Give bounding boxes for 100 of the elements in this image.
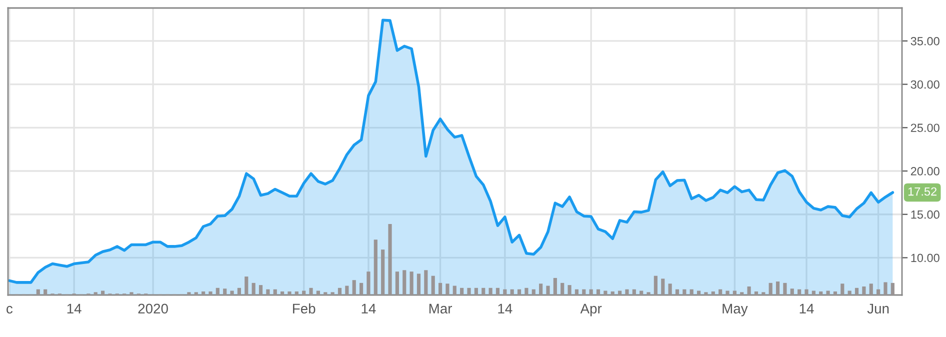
- bar: [553, 278, 557, 295]
- bar: [625, 289, 629, 295]
- bar: [539, 284, 543, 295]
- bar: [467, 288, 471, 295]
- x-tick-label: 2020: [138, 304, 168, 314]
- bar: [517, 289, 522, 295]
- bar: [740, 292, 744, 295]
- bar: [560, 282, 564, 295]
- bar: [610, 291, 614, 295]
- bar: [359, 282, 364, 295]
- bar: [812, 290, 816, 295]
- bar: [826, 290, 830, 295]
- bar: [202, 291, 206, 295]
- y-tick-label: 15.00: [911, 210, 940, 219]
- bar: [798, 289, 802, 295]
- bar: [482, 288, 486, 295]
- bar: [568, 285, 572, 295]
- bar: [711, 291, 715, 295]
- bar: [258, 285, 263, 295]
- bar: [840, 284, 844, 295]
- text: 17.52: [908, 187, 937, 196]
- bar: [488, 288, 492, 295]
- bar: [424, 270, 428, 295]
- bar: [460, 288, 464, 295]
- bar: [237, 288, 242, 295]
- bar: [869, 284, 873, 295]
- bar: [884, 282, 888, 295]
- bar: [345, 286, 349, 295]
- bar: [230, 290, 234, 295]
- bar: [194, 292, 198, 295]
- x-tick-label: 14: [67, 304, 82, 314]
- bar: [446, 284, 450, 295]
- x-tick-label: Mar: [429, 304, 452, 314]
- bar: [732, 290, 736, 295]
- bar: [244, 276, 248, 295]
- bar: [640, 290, 644, 295]
- bar: [754, 291, 758, 295]
- bar: [402, 270, 406, 295]
- bar: [94, 292, 98, 295]
- bar: [510, 289, 514, 295]
- bar: [309, 288, 313, 295]
- bar: [452, 286, 456, 295]
- bar: [532, 289, 536, 295]
- bar: [395, 272, 399, 295]
- bar: [690, 289, 694, 295]
- bar: [294, 291, 298, 295]
- x-tick-label: 14: [498, 304, 512, 314]
- bar: [438, 282, 442, 295]
- bar: [718, 289, 722, 295]
- y-tick-label: 35.00: [910, 36, 940, 46]
- bar: [589, 289, 593, 295]
- bar: [696, 290, 701, 295]
- bar: [100, 290, 105, 295]
- bar: [280, 291, 284, 295]
- bar: [388, 224, 392, 295]
- bar: [668, 284, 672, 295]
- bar: [288, 291, 292, 295]
- bar: [762, 292, 766, 295]
- bar: [854, 288, 859, 295]
- bar: [366, 272, 370, 295]
- bar: [503, 289, 507, 295]
- bar: [747, 286, 751, 295]
- y-tick-label: 20.00: [910, 167, 940, 176]
- bar: [381, 250, 385, 295]
- bar: [596, 289, 600, 295]
- bar: [252, 282, 256, 295]
- bar: [374, 240, 378, 295]
- bar: [848, 290, 852, 295]
- bar: [130, 292, 134, 295]
- bar: [604, 290, 608, 295]
- bar: [790, 288, 794, 295]
- bar: [783, 282, 787, 295]
- bar: [352, 280, 356, 295]
- x-tick-label: May: [722, 304, 748, 316]
- x-tick-label: Feb: [293, 303, 316, 314]
- x-tick-label: 14: [362, 304, 376, 314]
- bar: [273, 289, 277, 295]
- x-tick-label: Apr: [580, 304, 602, 316]
- bar: [324, 292, 328, 295]
- bar: [431, 276, 435, 295]
- bar: [36, 289, 40, 295]
- bar: [187, 292, 191, 295]
- bar: [302, 290, 306, 295]
- bar: [804, 289, 808, 295]
- bar: [546, 286, 550, 295]
- bar: [582, 289, 586, 295]
- bar: [524, 288, 528, 295]
- bar: [675, 289, 680, 295]
- bar: [474, 288, 478, 295]
- bar: [646, 292, 650, 295]
- bar: [862, 286, 866, 295]
- x-tick-label: 14: [800, 304, 814, 314]
- x-tick-label: c: [6, 306, 13, 314]
- bar: [574, 289, 579, 295]
- y-tick-label: 10.00: [911, 254, 940, 262]
- bar: [876, 289, 880, 295]
- bar: [316, 290, 320, 295]
- bar: [682, 289, 686, 295]
- bar: [833, 291, 838, 295]
- bar: [416, 274, 421, 295]
